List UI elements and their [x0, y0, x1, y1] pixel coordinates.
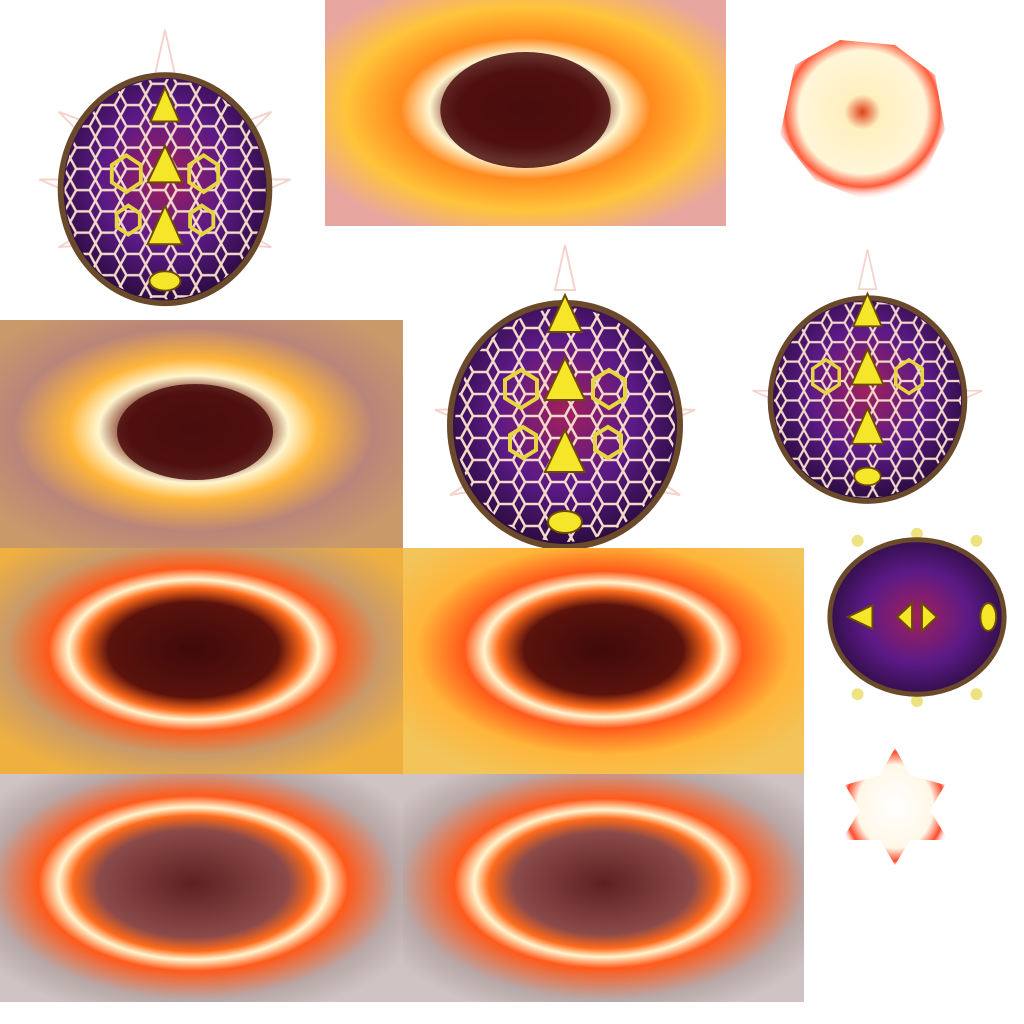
egg-sprite — [735, 245, 1000, 510]
egg-sprite — [415, 240, 715, 550]
glow-puff-small — [830, 740, 960, 870]
glow-puff-large — [755, 20, 955, 215]
fire-ring-warm — [403, 548, 804, 774]
explosion-sunburst — [325, 0, 726, 226]
egg-top-view — [818, 525, 1016, 710]
fire-ring-haze — [0, 774, 403, 1002]
egg-sprite — [20, 20, 310, 310]
fire-ring-bright — [0, 548, 403, 774]
explosion-flare — [0, 320, 403, 548]
fire-ring-haze-2 — [403, 774, 804, 1002]
